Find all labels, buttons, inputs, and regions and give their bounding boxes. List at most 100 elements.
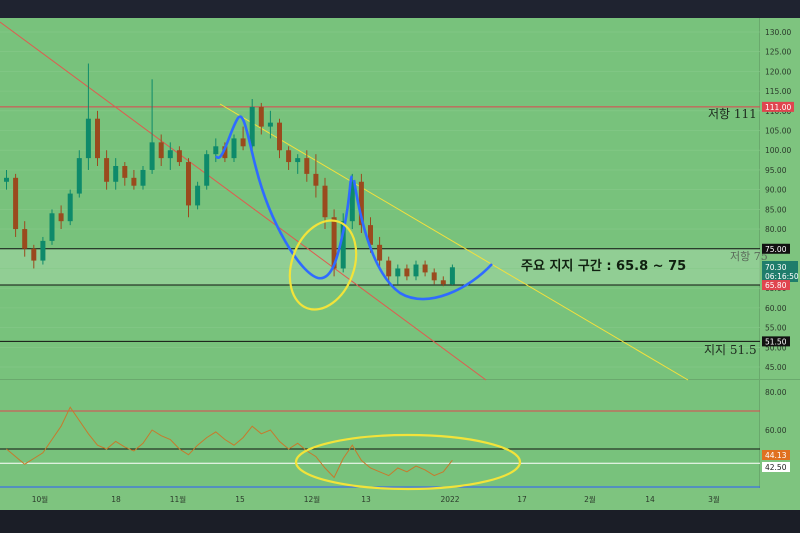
candle — [4, 169, 9, 190]
time-ticks: 10월 18 11월 15 12월 13 2022 17 2월 14 3월 — [32, 494, 720, 504]
candle — [67, 189, 73, 226]
candle — [277, 118, 282, 159]
highlight-ellipse-oscillator[interactable] — [294, 433, 522, 491]
candle — [195, 181, 201, 210]
oscillator-tick-label: 60.00 — [765, 426, 787, 435]
candle-body — [395, 268, 401, 277]
candle-body — [49, 213, 55, 241]
candle — [176, 146, 182, 166]
candle — [104, 150, 110, 190]
candle — [49, 209, 55, 245]
candle-body — [76, 158, 82, 194]
candle-body — [167, 150, 173, 159]
oscillator-current-tag: 44.13 — [762, 450, 790, 460]
candle-body — [322, 185, 328, 218]
candle — [249, 99, 255, 151]
price-tag-111: 111.00 — [762, 101, 794, 112]
time-tick-label: 14 — [645, 495, 655, 504]
oscillator-line — [6, 406, 453, 479]
drawn-curve-right[interactable] — [352, 179, 493, 301]
resistance-75-note: 저항 75 — [730, 250, 768, 263]
candle-body — [122, 166, 128, 178]
candle-body — [377, 244, 383, 261]
time-axis — [0, 488, 800, 510]
candle — [95, 110, 100, 166]
bottom-toolbar — [0, 510, 800, 533]
price-tick-label: 130.00 — [765, 28, 791, 37]
candle — [76, 150, 82, 198]
oscillator-panel — [0, 380, 760, 488]
horizontal-levels — [0, 106, 760, 342]
time-tick-label: 3월 — [708, 494, 720, 504]
time-tick-label: 11월 — [170, 494, 187, 504]
candle-body — [104, 158, 110, 182]
candle — [286, 146, 292, 170]
candle-body — [95, 118, 100, 159]
candle — [22, 221, 28, 257]
candle-body — [277, 122, 282, 151]
candle-body — [440, 280, 446, 285]
candle-body — [449, 267, 455, 285]
price-tag-75: 75.00 — [762, 243, 790, 254]
candle-body — [231, 138, 237, 159]
candle — [85, 63, 91, 170]
candle — [131, 169, 137, 190]
candle-body — [240, 138, 246, 147]
top-toolbar — [0, 0, 800, 18]
candle — [31, 244, 37, 269]
candle — [149, 79, 155, 174]
candle-body — [204, 154, 210, 186]
candle-body — [286, 150, 292, 163]
price-chart[interactable]: 130.00125.00120.00115.00110.00105.00100.… — [0, 18, 800, 510]
candle-body — [313, 173, 319, 186]
time-tick-label: 2022 — [440, 495, 459, 504]
price-tick-label: 45.00 — [765, 363, 787, 372]
current-price-tag: 70.30 06:16:50 — [762, 261, 799, 282]
candle — [295, 154, 301, 174]
price-tick-label: 100.00 — [765, 146, 791, 155]
candle-body — [186, 162, 191, 206]
candle — [213, 138, 219, 163]
drawn-curve-left[interactable] — [214, 115, 354, 280]
price-tick-label: 90.00 — [765, 186, 787, 195]
svg-text:70.30: 70.30 — [765, 263, 787, 272]
time-tick-label: 18 — [111, 495, 121, 504]
candle — [377, 236, 383, 269]
highlight-ellipse-price[interactable] — [278, 211, 368, 319]
price-tick-label: 85.00 — [765, 205, 787, 214]
descending-channel-line[interactable] — [0, 21, 487, 381]
candle — [186, 158, 191, 218]
candle — [140, 166, 146, 190]
price-tick-label: 125.00 — [765, 48, 791, 57]
price-tick-label: 80.00 — [765, 225, 787, 234]
candle-body — [149, 142, 155, 170]
candle — [267, 110, 273, 139]
candle-body — [158, 142, 164, 159]
candle-body — [131, 177, 137, 186]
time-tick-label: 2월 — [584, 494, 596, 504]
svg-text:44.13: 44.13 — [765, 451, 787, 460]
time-tick-label: 15 — [235, 495, 245, 504]
candle — [40, 236, 46, 265]
candle — [231, 134, 237, 163]
price-tick-label: 60.00 — [765, 304, 787, 313]
candle-body — [58, 213, 64, 222]
price-tag-51-5: 51.50 — [762, 336, 790, 347]
price-tick-label: 120.00 — [765, 67, 791, 76]
price-tag-65-8: 65.80 — [762, 280, 790, 291]
candle-body — [422, 264, 428, 273]
price-tick-label: 115.00 — [765, 87, 791, 96]
price-tick-label: 105.00 — [765, 127, 791, 136]
price-tick-label: 50.00 — [765, 343, 787, 352]
candle-body — [13, 177, 19, 230]
candle-body — [349, 181, 355, 222]
candle-body — [295, 158, 301, 163]
candle-body — [113, 166, 119, 182]
descending-resistance-trendline[interactable] — [219, 103, 689, 381]
time-tick-label: 17 — [517, 495, 527, 504]
candle-body — [222, 146, 228, 159]
oscillator-tick-label: 80.00 — [765, 388, 787, 397]
candle — [404, 264, 410, 281]
candle-body — [249, 106, 255, 147]
candle-body — [40, 240, 46, 261]
